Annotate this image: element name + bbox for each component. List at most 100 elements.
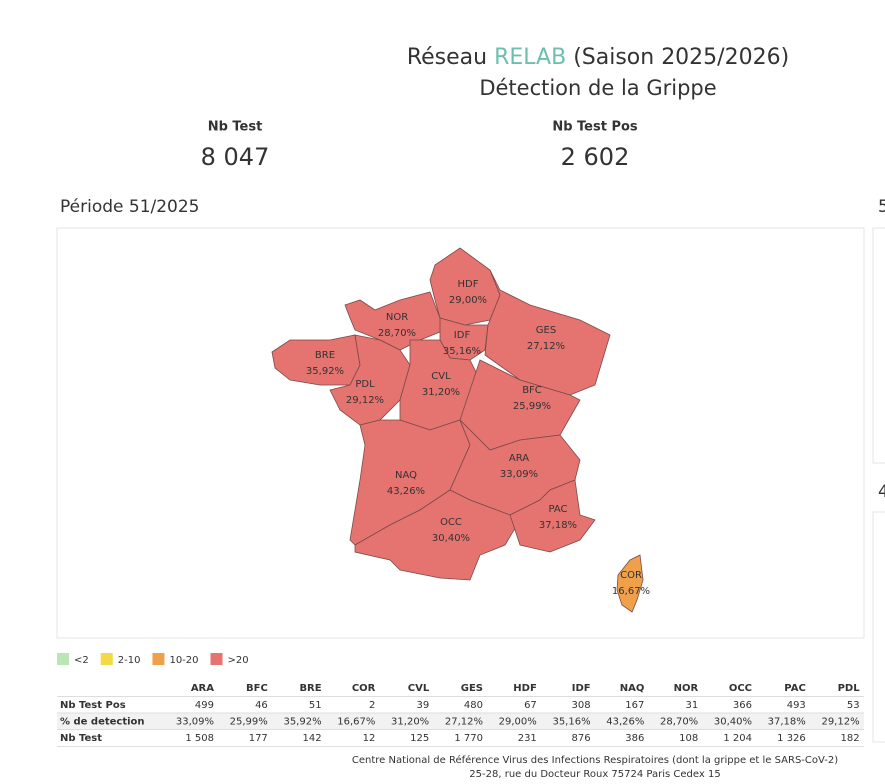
cell: 386	[625, 733, 644, 744]
cell: 53	[847, 700, 860, 711]
column-header: HDF	[513, 683, 537, 694]
cell: 43,26%	[606, 717, 644, 728]
cell: 1 326	[777, 733, 806, 744]
region-rate: 37,18%	[539, 520, 577, 531]
cell: 108	[679, 733, 698, 744]
cell: 30,40%	[714, 717, 752, 728]
column-header: CVL	[408, 683, 430, 694]
region-code: COR	[620, 570, 642, 581]
region-code: BRE	[315, 350, 335, 361]
row-label: Nb Test Pos	[60, 700, 126, 711]
cell: 177	[249, 733, 268, 744]
table: ARA BFC BRE COR CVL GES HDF IDF NAQ NOR OCC PAC PDL N…	[57, 683, 864, 747]
footer: Centre National de Référence Virus des I…	[352, 754, 838, 766]
region-rate: 30,40%	[432, 533, 470, 544]
legend-swatch	[152, 653, 165, 665]
column-header: PAC	[784, 683, 806, 694]
subtitle: Détection de la Grippe	[479, 76, 716, 100]
region	[354, 489, 521, 581]
cell: 29,12%	[821, 717, 859, 728]
cell: 37,18%	[768, 717, 806, 728]
region	[509, 479, 596, 553]
cell: 16,67%	[337, 717, 375, 728]
cell: 31	[685, 700, 698, 711]
cell: 33,09%	[176, 717, 214, 728]
period: Période 51/2025	[60, 197, 200, 217]
kpi-value: 2 602	[561, 143, 630, 171]
cell: 142	[303, 733, 322, 744]
side-frame	[872, 227, 885, 464]
cell: 499	[195, 700, 214, 711]
column-header: COR	[352, 683, 376, 694]
cell: 1 204	[723, 733, 752, 744]
column-header: OCC	[729, 683, 752, 694]
cell: 366	[733, 700, 752, 711]
region-code: CVL	[431, 371, 451, 382]
cell: 876	[572, 733, 591, 744]
legend-swatch	[100, 653, 113, 665]
cell: 125	[410, 733, 429, 744]
region-code: GES	[536, 325, 556, 336]
title-highlight: RELAB	[494, 45, 566, 70]
legend: <2 2-10 10-20 >20	[57, 653, 249, 666]
region	[484, 269, 611, 396]
region	[616, 554, 644, 613]
column-header: IDF	[572, 683, 591, 694]
kpi-label: Nb Test	[208, 120, 263, 135]
column-header: ARA	[191, 683, 214, 694]
region-code: HDF	[458, 279, 479, 290]
cell: 35,92%	[283, 717, 321, 728]
map-frame	[56, 227, 865, 639]
region-code: PDL	[355, 379, 375, 390]
side-label: 4	[878, 482, 885, 502]
region-code: BFC	[522, 385, 542, 396]
cell: 29,00%	[499, 717, 537, 728]
legend-label: >20	[228, 655, 249, 666]
column-header: PDL	[838, 683, 861, 694]
cell: 28,70%	[660, 717, 698, 728]
region-rate: 28,70%	[378, 328, 416, 339]
title: Réseau RELAB (Saison 2025/2026)	[407, 45, 789, 70]
cell: 39	[416, 700, 429, 711]
legend-swatch	[57, 653, 69, 665]
region-rate: 35,16%	[443, 346, 481, 357]
footer: 25-28, rue du Docteur Roux 75724 Paris C…	[469, 769, 720, 780]
row-label: Nb Test	[60, 733, 102, 744]
cell: 25,99%	[230, 717, 268, 728]
column-header: GES	[461, 683, 483, 694]
region-rate: 35,92%	[306, 366, 344, 377]
region-rate: 16,67%	[612, 586, 650, 597]
row-label: % de detection	[60, 717, 145, 728]
region-code: OCC	[440, 517, 462, 528]
region-rate: 43,26%	[387, 486, 425, 497]
cell: 182	[841, 733, 860, 744]
region	[429, 247, 501, 326]
cell: 480	[464, 700, 483, 711]
row-band	[57, 713, 864, 730]
region-rate: 27,12%	[527, 341, 565, 352]
column-header: NAQ	[620, 683, 645, 694]
cell: 1 508	[185, 733, 214, 744]
cell: 31,20%	[391, 717, 429, 728]
side-frame	[872, 511, 885, 743]
legend-label: 10-20	[169, 655, 198, 666]
cell: 2	[369, 700, 375, 711]
title-suffix: (Saison 2025/2026)	[573, 45, 789, 70]
legend-label: <2	[74, 655, 89, 666]
cell: 12	[363, 733, 376, 744]
region-code: NOR	[386, 312, 408, 323]
map: HDF 29,00% NOR 28,70% IDF 35,16% GES 27,12% BRE 3…	[271, 247, 650, 613]
region-code: NAQ	[395, 470, 417, 481]
region-code: ARA	[509, 453, 529, 464]
side-label: 5	[878, 197, 885, 217]
region-rate: 29,12%	[346, 395, 384, 406]
title-prefix: Réseau	[407, 45, 487, 70]
region-rate: 31,20%	[422, 387, 460, 398]
region-code: IDF	[454, 330, 471, 341]
cell: 167	[625, 700, 644, 711]
column-header: BFC	[246, 683, 268, 694]
legend-swatch	[210, 653, 223, 665]
cell: 67	[524, 700, 537, 711]
cell: 35,16%	[552, 717, 590, 728]
